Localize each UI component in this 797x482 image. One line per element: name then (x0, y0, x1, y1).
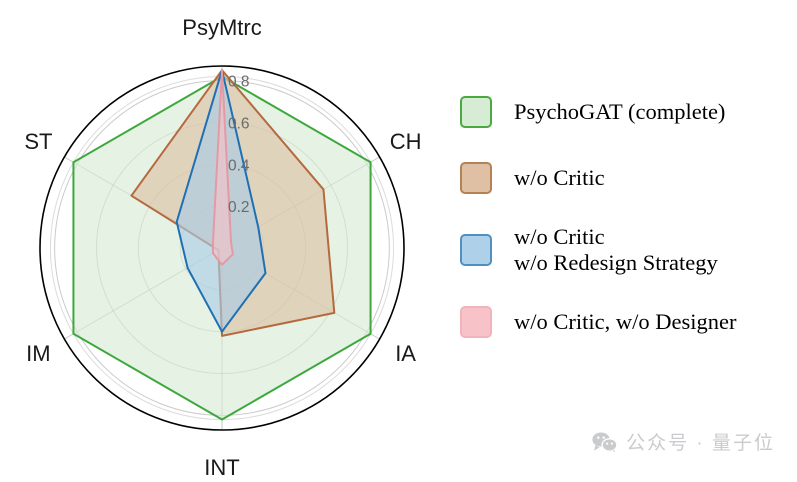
axis-label-st: ST (24, 129, 53, 154)
radar-plot-area: 0.2 0.4 0.6 0.8 PsyMtrc CH IA INT IM ST (24, 15, 422, 480)
legend-item[interactable]: PsychoGAT (complete) (460, 92, 797, 132)
legend-label: w/o Critic, w/o Designer (514, 308, 737, 334)
r-tick-label-0: 0.2 (228, 199, 250, 216)
axis-label-ch: CH (389, 129, 422, 154)
legend-item[interactable]: w/o Critic (460, 158, 797, 198)
series-outline-3 (211, 69, 234, 266)
legend-label: w/o Critic w/o Redesign Strategy (514, 224, 718, 275)
axis-label-psymtrc: PsyMtrc (182, 15, 262, 40)
watermark: 公众号 · 量子位 (592, 428, 775, 455)
legend-item[interactable]: w/o Critic w/o Redesign Strategy (460, 224, 797, 276)
wechat-icon (592, 431, 618, 453)
series-3 (211, 69, 234, 266)
legend-area: PsychoGAT (complete) w/o Critic w/o Critic… (440, 0, 797, 477)
r-tick-label-1: 0.4 (228, 157, 250, 174)
series-outline-2 (175, 69, 267, 333)
series-outline-1 (130, 69, 336, 337)
r-tick-label-2: 0.6 (228, 115, 250, 132)
outer-circle (39, 65, 405, 431)
legend-swatch (460, 162, 492, 194)
watermark-text: 公众号 · 量子位 (626, 433, 775, 454)
legend-item[interactable]: w/o Critic, w/o Designer (460, 302, 797, 342)
legend-swatch (460, 305, 492, 338)
r-tick-label-3: 0.8 (228, 74, 250, 91)
axis-label-int: INT (204, 455, 240, 480)
axis-label-im: IM (26, 341, 51, 366)
axis-label-ia: IA (395, 341, 416, 366)
legend-list: PsychoGAT (complete) w/o Critic w/o Critic… (460, 92, 797, 368)
radar-svg: 0.2 0.4 0.6 0.8 (39, 65, 405, 431)
legend-swatch (460, 96, 492, 128)
legend-label: PsychoGAT (complete) (514, 99, 726, 125)
series-outline-0 (72, 75, 372, 421)
legend-swatch (460, 233, 492, 266)
series-fill-3 (212, 70, 233, 265)
legend-label: w/o Critic (514, 165, 605, 191)
